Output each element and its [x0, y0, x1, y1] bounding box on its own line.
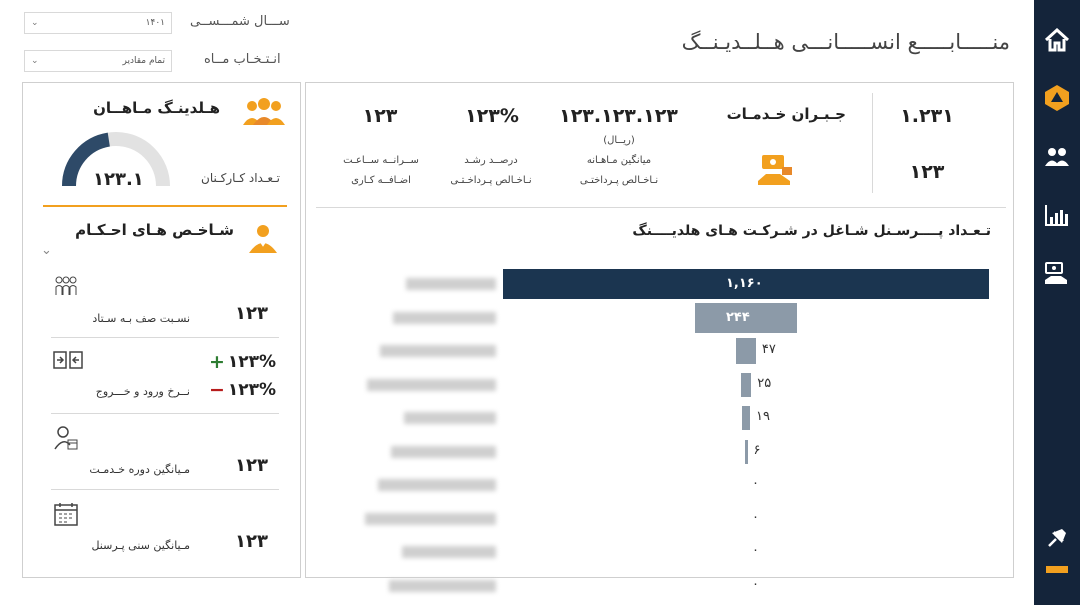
chart-value-label: ۰ [752, 476, 759, 491]
metric-label-turnover: نــرخ ورود و خـــروج [95, 385, 190, 398]
growth-label-1: درصــد رشـد [464, 155, 518, 166]
indicators-title: شـاخـص هـای احـکـام [75, 221, 234, 239]
turnover-minus: − ۱۲۳% [209, 379, 276, 401]
year-filter-select[interactable]: ۱۴۰۱ ⌄ [24, 12, 172, 34]
chevron-down-icon[interactable]: ⌄ [41, 243, 52, 258]
pin-icon[interactable] [1043, 524, 1071, 552]
chart-value-label: ۰ [752, 576, 759, 592]
metric-label-line-staff: نسـبت صف بـه سـتاد [92, 312, 190, 325]
chevron-down-icon: ⌄ [31, 18, 39, 28]
plus-icon: + [209, 351, 225, 373]
chart-bar[interactable] [503, 269, 989, 299]
people-icon[interactable] [1043, 143, 1071, 171]
growth-label-2: نـاخـالص پـرداخـتـی [450, 175, 532, 186]
service-period-icon [53, 425, 81, 451]
bar-chart: ████████████ ۱,۱۶۰ ████████████ ۲۴۴ ████████… [306, 83, 1015, 592]
home-icon[interactable] [1043, 26, 1071, 54]
metric-divider [51, 489, 279, 490]
page-title: منـــــابـــــع انســـــانـــی هــلــدیـ… [681, 30, 1010, 54]
holding-title: هـلدینـگ مـاهــان [93, 99, 220, 117]
employees-gauge [62, 132, 170, 187]
chart-bar[interactable] [736, 338, 756, 364]
avg-salary-unit: (ریــال) [603, 135, 635, 146]
overtime-label-2: اضـافــه کـاری [351, 175, 411, 186]
chart-bar[interactable] [742, 406, 750, 430]
chart-value-label: ۲۴۴ [726, 309, 750, 325]
entry-exit-icon [53, 349, 83, 375]
kpi-divider [872, 93, 873, 193]
chart-value-label: ۶ [753, 442, 761, 458]
chart-title: تـعـداد پــــرسـنل شـاغل در شـرکـت هـای … [632, 223, 991, 239]
chart-category-label: ████████████ [404, 412, 496, 424]
count-bottom-value: ۱۲۳ [909, 161, 945, 183]
compensation-icon [756, 153, 796, 191]
compensation-icon[interactable] [1043, 259, 1071, 287]
chart-category-label: ████████████ [365, 512, 496, 525]
chart-value-label: ۰ [752, 509, 759, 525]
kpi-chart-divider [316, 207, 1006, 208]
chart-bar[interactable] [694, 302, 798, 333]
month-filter-label: انـتـخـاب مــاه [204, 52, 281, 67]
chart-category-label: ████████████ [391, 445, 496, 458]
overtime-label-1: ســرانــه ســاعـت [343, 155, 419, 166]
chevron-down-icon: ⌄ [31, 56, 39, 66]
turnover-plus-value: ۱۲۳% [227, 352, 277, 372]
indicators-icon [245, 223, 281, 259]
avg-salary-value: ۱۲۳.۱۲۳.۱۲۳ [559, 105, 678, 127]
side-navbar [1034, 0, 1080, 605]
employees-value: ۱۲۳.۱ [93, 169, 144, 190]
team-icon [241, 97, 287, 131]
avg-salary-label-1: میانگین مـاهـانه [586, 155, 652, 166]
month-filter-select[interactable]: تمام مقادیر ⌄ [24, 50, 172, 72]
company-logo-icon[interactable] [1043, 84, 1071, 112]
turnover-minus-value: ۱۲۳% [227, 380, 277, 400]
avg-salary-label-2: نـاخـالص پـرداختـی [579, 175, 659, 186]
chart-value-label: ۱۹ [755, 409, 770, 424]
bar-chart-icon[interactable] [1043, 201, 1071, 229]
minus-icon: − [209, 379, 225, 401]
metric-divider [51, 337, 279, 338]
employees-label: تـعـداد کـارکـنان [201, 171, 280, 185]
turnover-plus: + ۱۲۳% [209, 351, 276, 373]
compensation-title: جـبـران خـدمـات [726, 105, 846, 123]
chart-value-label: ۰ [752, 543, 759, 558]
chart-category-label: ████████████ [367, 378, 496, 391]
chart-category-label: ████████████ [378, 479, 496, 491]
section-divider [43, 205, 287, 207]
metric-label-avg-age: مـیانگین سنی پـرسنل [91, 539, 190, 552]
month-filter-value: تمام مقادیر [122, 56, 165, 66]
year-filter-label: ســـال شمـــســی [190, 14, 290, 29]
chart-category-label: ████████████ [402, 546, 496, 558]
chart-category-label: ████████████ [389, 579, 496, 592]
metric-value-service-period: ۱۲۳ [235, 455, 268, 476]
holding-panel: هـلدینـگ مـاهــان ۱۲۳.۱ تـعـداد کـارکـنا… [22, 82, 301, 578]
nav-accent-bar [1046, 566, 1068, 573]
metric-divider [51, 413, 279, 414]
chart-category-label: ████████████ [406, 278, 496, 290]
chart-value-label: ۲۵ [757, 375, 772, 391]
growth-value: ۱۲۳% [465, 105, 519, 127]
org-structure-icon [53, 275, 81, 301]
calendar-age-icon [53, 501, 81, 527]
metric-value-avg-age: ۱۲۳ [235, 531, 268, 552]
year-filter-value: ۱۴۰۱ [145, 18, 165, 28]
kpi-chart-panel: ۱.۲۳۱ ۱۲۳ جـبـران خـدمـات ۱۲۳.۱۲۳.۱۲۳ (ر… [305, 82, 1015, 592]
metric-label-service-period: مـیانگین دوره خـدمـت [89, 463, 190, 476]
chart-bar[interactable] [740, 372, 752, 397]
count-top-value: ۱.۲۳۱ [900, 105, 954, 127]
chart-category-label: ████████████ [393, 311, 496, 324]
chart-value-label: ۱,۱۶۰ [726, 276, 763, 291]
metric-value-line-staff: ۱۲۳ [235, 303, 268, 324]
chart-category-label: ████████████ [380, 345, 496, 357]
chart-bar[interactable] [744, 439, 748, 464]
chart-value-label: ۴۷ [761, 342, 776, 357]
overtime-value: ۱۲۳ [362, 105, 398, 127]
